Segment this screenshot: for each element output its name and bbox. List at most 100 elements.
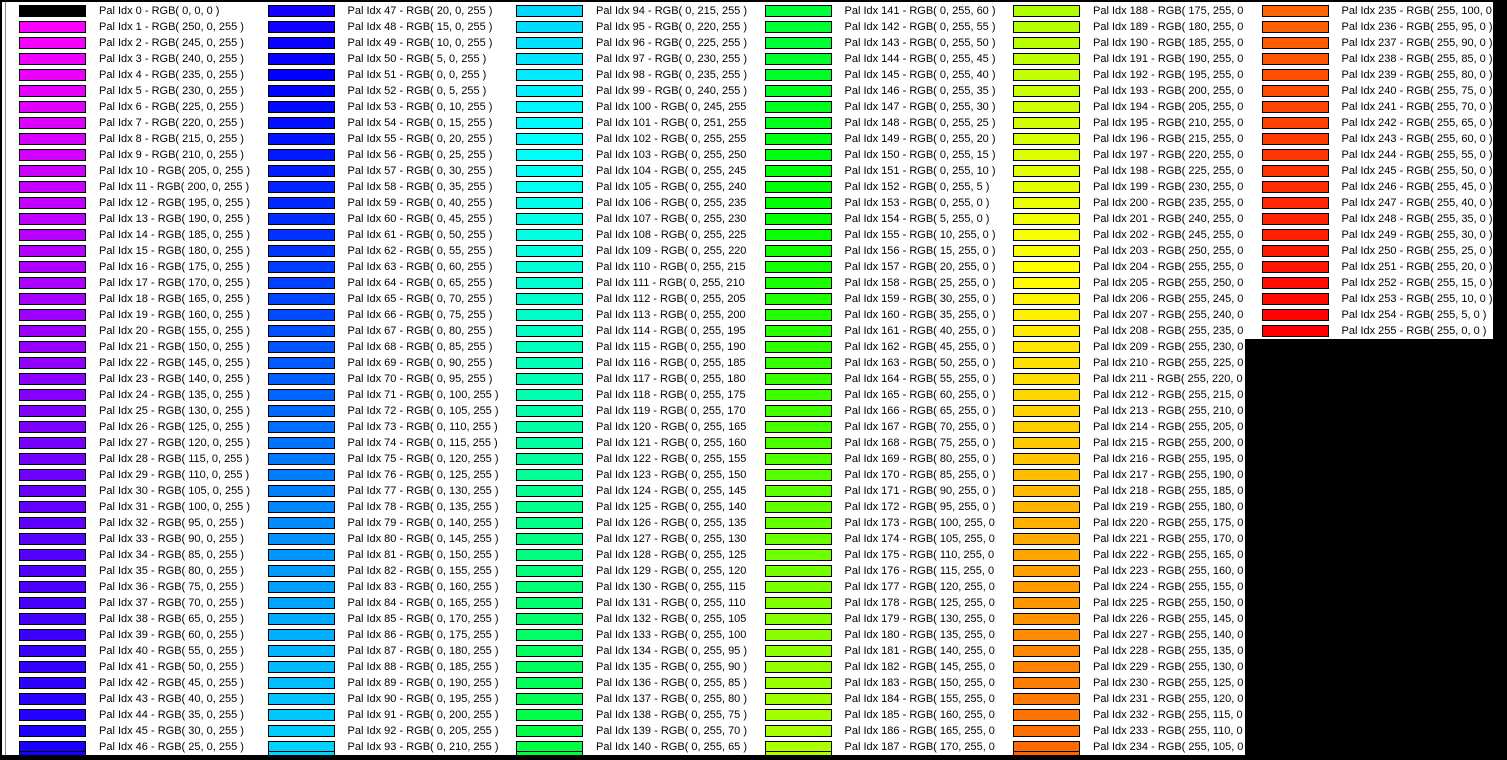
color-swatch [1013,725,1080,737]
palette-entry: Pal Idx 59 - RGB( 0, 40, 255 ) [251,195,500,211]
palette-entry-label: Pal Idx 105 - RGB( 0, 255, 240 ) [596,181,754,193]
palette-entry-label: Pal Idx 243 - RGB( 255, 60, 0 ) [1341,133,1493,145]
palette-entry-label: Pal Idx 235 - RGB( 255, 100, 0 ) [1341,5,1499,17]
color-swatch [1013,581,1080,593]
color-swatch [516,117,583,129]
palette-entry-label: Pal Idx 191 - RGB( 190, 255, 0 ) [1093,53,1251,65]
palette-entry: Pal Idx 94 - RGB( 0, 215, 255 ) [499,3,748,19]
color-swatch [516,693,583,705]
palette-entry: Pal Idx 137 - RGB( 0, 255, 80 ) [499,691,748,707]
palette-entry: Pal Idx 106 - RGB( 0, 255, 235 ) [499,195,753,211]
palette-entry: Pal Idx 217 - RGB( 255, 190, 0 ) [996,467,1250,483]
color-swatch [764,149,832,161]
palette-entry-label: Pal Idx 195 - RGB( 210, 255, 0 ) [1093,117,1251,129]
palette-entry: Pal Idx 23 - RGB( 140, 0, 255 ) [2,371,251,387]
color-swatch [19,37,86,49]
palette-entry: Pal Idx 33 - RGB( 90, 0, 255 ) [2,531,251,547]
color-swatch [516,629,583,641]
palette-entry: Pal Idx 118 - RGB( 0, 255, 175 ) [499,387,752,403]
palette-entry: Pal Idx 169 - RGB( 80, 255, 0 ) [748,451,997,467]
color-swatch [1261,21,1329,33]
palette-entry-label: Pal Idx 114 - RGB( 0, 255, 195 ) [596,325,753,337]
palette-entry-label: Pal Idx 187 - RGB( 170, 255, 0 ) [844,741,1002,753]
palette-entry-label: Pal Idx 202 - RGB( 245, 255, 0 ) [1093,229,1251,241]
color-swatch [267,101,335,113]
color-swatch [516,565,583,577]
color-swatch [267,293,335,305]
color-swatch [764,629,832,641]
palette-entry-label: Pal Idx 135 - RGB( 0, 255, 90 ) [596,661,748,673]
palette-entry-label: Pal Idx 94 - RGB( 0, 215, 255 ) [596,5,748,17]
color-swatch [1013,261,1080,273]
palette-entry: Pal Idx 209 - RGB( 255, 230, 0 ) [996,339,1250,355]
palette-entry: Pal Idx 72 - RGB( 0, 105, 255 ) [251,403,500,419]
palette-entry: Pal Idx 131 - RGB( 0, 255, 110 ) [499,595,752,611]
color-swatch [267,5,335,17]
palette-entry-label: Pal Idx 209 - RGB( 255, 230, 0 ) [1093,341,1251,353]
color-swatch [516,325,583,337]
palette-entry-label: Pal Idx 2 - RGB( 245, 0, 255 ) [99,37,244,49]
palette-entry-label: Pal Idx 44 - RGB( 35, 0, 255 ) [99,709,244,721]
color-swatch [516,309,583,321]
color-swatch [19,645,86,657]
palette-entry: Pal Idx 212 - RGB( 255, 215, 0 ) [996,387,1250,403]
palette-entry: Pal Idx 97 - RGB( 0, 230, 255 ) [499,51,748,67]
palette-entry: Pal Idx 121 - RGB( 0, 255, 160 ) [499,435,753,451]
palette-entry: Pal Idx 34 - RGB( 85, 0, 255 ) [2,547,251,563]
color-swatch [764,357,832,369]
palette-entry-label: Pal Idx 248 - RGB( 255, 35, 0 ) [1341,213,1493,225]
palette-entry: Pal Idx 120 - RGB( 0, 255, 165 ) [499,419,753,435]
palette-entry-label: Pal Idx 124 - RGB( 0, 255, 145 ) [596,485,754,497]
palette-entry-label: Pal Idx 52 - RGB( 0, 5, 255 ) [347,85,487,97]
color-swatch [19,373,86,385]
color-swatch [267,229,335,241]
palette-entry-label: Pal Idx 32 - RGB( 95, 0, 255 ) [99,517,244,529]
palette-entry: Pal Idx 251 - RGB( 255, 20, 0 ) [1245,259,1494,275]
color-swatch [267,325,335,337]
palette-entry: Pal Idx 176 - RGB( 115, 255, 0 ) [748,563,1001,579]
palette-entry: Pal Idx 165 - RGB( 60, 255, 0 ) [748,387,997,403]
color-swatch [516,373,583,385]
palette-entry: Pal Idx 10 - RGB( 205, 0, 255 ) [2,163,251,179]
color-swatch [764,341,832,353]
palette-entry: Pal Idx 88 - RGB( 0, 185, 255 ) [251,659,500,675]
color-swatch [1013,469,1080,481]
palette-entry-label: Pal Idx 153 - RGB( 0, 255, 0 ) [844,197,990,209]
palette-entry-label: Pal Idx 168 - RGB( 75, 255, 0 ) [844,437,996,449]
color-swatch [764,453,832,465]
color-swatch [19,693,86,705]
palette-entry: Pal Idx 180 - RGB( 135, 255, 0 ) [748,627,1002,643]
palette-entry-label: Pal Idx 26 - RGB( 125, 0, 255 ) [99,421,251,433]
palette-entry-label: Pal Idx 250 - RGB( 255, 25, 0 ) [1341,245,1493,257]
palette-entry-label: Pal Idx 161 - RGB( 40, 255, 0 ) [844,325,996,337]
color-swatch [764,261,832,273]
palette-entry-label: Pal Idx 30 - RGB( 105, 0, 255 ) [99,485,251,497]
palette-entry-label: Pal Idx 142 - RGB( 0, 255, 55 ) [844,21,996,33]
palette-entry: Pal Idx 87 - RGB( 0, 180, 255 ) [251,643,500,659]
palette-entry-label: Pal Idx 58 - RGB( 0, 35, 255 ) [347,181,493,193]
palette-entry-label: Pal Idx 219 - RGB( 255, 180, 0 ) [1093,501,1251,513]
palette-entry-label: Pal Idx 197 - RGB( 220, 255, 0 ) [1093,149,1251,161]
palette-entry: Pal Idx 163 - RGB( 50, 255, 0 ) [748,355,997,371]
clipped-next-swatch [267,751,335,755]
palette-entry-label: Pal Idx 96 - RGB( 0, 225, 255 ) [596,37,748,49]
color-swatch [1261,181,1329,193]
palette-entry: Pal Idx 238 - RGB( 255, 85, 0 ) [1245,51,1494,67]
color-swatch [764,37,832,49]
color-swatch [516,485,583,497]
palette-entry: Pal Idx 16 - RGB( 175, 0, 255 ) [2,259,251,275]
palette-entry: Pal Idx 150 - RGB( 0, 255, 15 ) [748,147,997,163]
palette-entry-label: Pal Idx 76 - RGB( 0, 125, 255 ) [347,469,499,481]
palette-entry: Pal Idx 177 - RGB( 120, 255, 0 ) [748,579,1002,595]
palette-entry-label: Pal Idx 16 - RGB( 175, 0, 255 ) [99,261,251,273]
color-swatch [1013,277,1080,289]
palette-entry-label: Pal Idx 60 - RGB( 0, 45, 255 ) [347,213,493,225]
color-swatch [1013,613,1080,625]
palette-entry-label: Pal Idx 43 - RGB( 40, 0, 255 ) [99,693,244,705]
palette-entry: Pal Idx 19 - RGB( 160, 0, 255 ) [2,307,251,323]
palette-entry-label: Pal Idx 160 - RGB( 35, 255, 0 ) [844,309,996,321]
color-swatch [1013,677,1080,689]
color-swatch [19,53,86,65]
palette-entry: Pal Idx 128 - RGB( 0, 255, 125 ) [499,547,753,563]
palette-entry-label: Pal Idx 230 - RGB( 255, 125, 0 ) [1093,677,1251,689]
